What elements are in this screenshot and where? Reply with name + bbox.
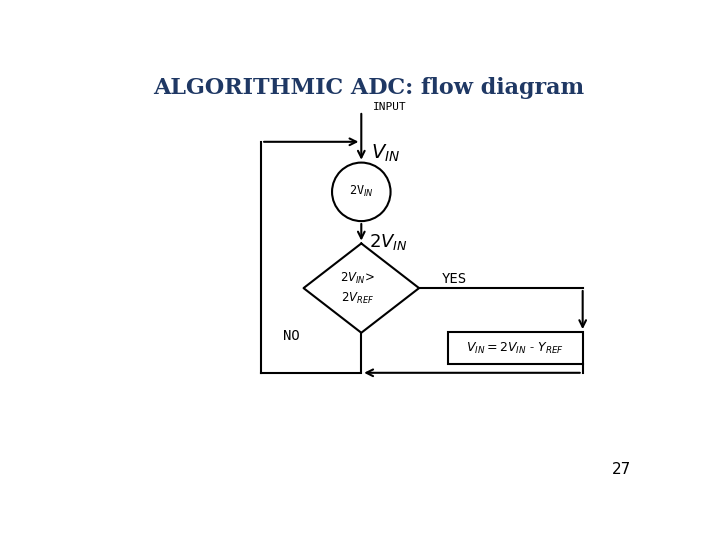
Text: $V_{IN}$: $V_{IN}$ bbox=[371, 143, 400, 164]
Text: $V_{IN} = 2V_{IN}$ - $Y_{REF}$: $V_{IN} = 2V_{IN}$ - $Y_{REF}$ bbox=[467, 341, 564, 356]
Text: $2V_{REF}$: $2V_{REF}$ bbox=[341, 291, 374, 306]
Text: ALGORITHMIC ADC: flow diagram: ALGORITHMIC ADC: flow diagram bbox=[153, 77, 585, 99]
Text: NO: NO bbox=[283, 329, 300, 343]
Text: $2V_{IN}$>: $2V_{IN}$> bbox=[340, 271, 375, 286]
Text: INPUT: INPUT bbox=[373, 102, 407, 112]
FancyBboxPatch shape bbox=[448, 332, 582, 365]
Text: $2V_{IN}$: $2V_{IN}$ bbox=[369, 232, 408, 252]
Text: 2V$_{IN}$: 2V$_{IN}$ bbox=[349, 184, 374, 199]
Text: 27: 27 bbox=[611, 462, 631, 477]
Text: YES: YES bbox=[442, 272, 467, 286]
